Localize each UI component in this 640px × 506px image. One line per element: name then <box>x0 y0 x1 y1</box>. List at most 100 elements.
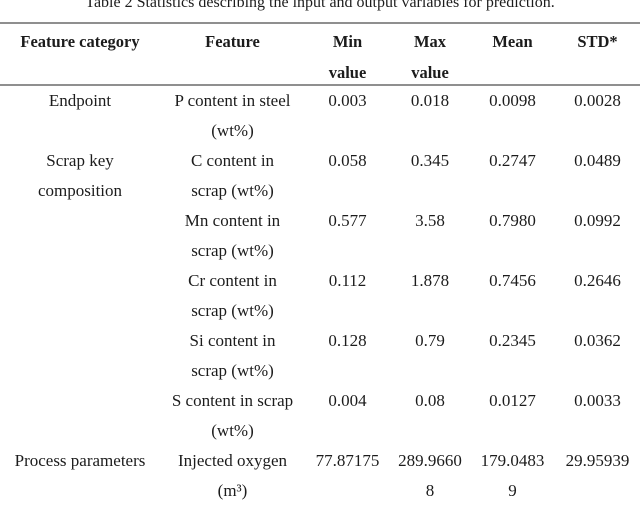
cell-line: 289.9660 <box>398 451 462 470</box>
cell-line: 77.87175 <box>315 451 380 470</box>
cell-line: 0.345 <box>410 151 450 170</box>
cell-line <box>555 296 640 326</box>
cell-min: 77.87175 <box>305 446 390 506</box>
cell-min: 0.128 <box>305 326 390 386</box>
header-line: value <box>328 63 367 82</box>
header-line: value <box>411 63 449 82</box>
cell-mean: 0.2747 <box>470 146 555 206</box>
cell-line <box>470 236 555 266</box>
header-line: STD* <box>577 32 618 51</box>
cell-line: (wt%) <box>211 421 254 440</box>
header-line: Feature category <box>20 32 140 51</box>
cell-line: Si content in <box>189 331 276 350</box>
statistics-table: Feature category Feature Min value Max v… <box>0 22 640 506</box>
cell-line: 0.018 <box>410 91 450 110</box>
cell-category: Scrap key composition <box>0 146 160 206</box>
cell-line: 0.0489 <box>574 151 621 170</box>
cell-std: 29.95939 <box>555 446 640 506</box>
cell-line: 0.0098 <box>489 91 536 110</box>
cell-line <box>0 296 160 326</box>
table-row: Mn content in scrap (wt%) 0.577 3.58 0.7… <box>0 206 640 266</box>
cell-line: 0.003 <box>328 91 367 110</box>
cell-line: 0.7456 <box>489 271 536 290</box>
cell-line <box>0 386 160 416</box>
cell-line: 179.0483 <box>480 451 545 470</box>
cell-feature: Cr content in scrap (wt%) <box>160 266 305 326</box>
cell-line <box>305 416 390 446</box>
cell-std: 0.2646 <box>555 266 640 326</box>
cell-line: S content in scrap <box>171 391 294 410</box>
cell-line: 0.2747 <box>489 151 536 170</box>
header-cell-feature: Feature <box>160 24 305 88</box>
cell-line <box>470 296 555 326</box>
table-caption: Table 2 Statistics describing the input … <box>85 0 555 11</box>
cell-line <box>0 476 160 506</box>
cell-line <box>305 116 390 146</box>
cell-line: Endpoint <box>48 91 112 110</box>
cell-min: 0.058 <box>305 146 390 206</box>
cell-line <box>470 116 555 146</box>
cell-line <box>390 356 470 386</box>
cell-line <box>470 176 555 206</box>
cell-line: 0.7980 <box>489 211 536 230</box>
cell-max: 0.345 <box>390 146 470 206</box>
cell-category <box>0 326 160 386</box>
cell-max: 3.58 <box>390 206 470 266</box>
cell-max: 0.08 <box>390 386 470 446</box>
header-line <box>160 57 305 88</box>
cell-line <box>555 116 640 146</box>
cell-max: 1.878 <box>390 266 470 326</box>
cell-category <box>0 206 160 266</box>
cell-max: 0.018 <box>390 86 470 146</box>
cell-category: Process parameters <box>0 446 160 506</box>
cell-line <box>0 236 160 266</box>
header-cell-min-value: Min value <box>305 24 390 88</box>
cell-line: 8 <box>425 481 435 500</box>
cell-line: composition <box>37 181 123 200</box>
cell-line <box>390 296 470 326</box>
cell-line <box>470 356 555 386</box>
cell-line: P content in steel <box>174 91 291 110</box>
cell-line <box>305 236 390 266</box>
cell-line: 0.058 <box>328 151 367 170</box>
header-cell-max-value: Max value <box>390 24 470 88</box>
cell-mean: 179.0483 9 <box>470 446 555 506</box>
cell-line: Process parameters <box>14 451 146 470</box>
cell-line: C content in <box>190 151 275 170</box>
cell-mean: 0.0098 <box>470 86 555 146</box>
cell-line: 0.0362 <box>574 331 621 350</box>
cell-line: 0.577 <box>328 211 367 230</box>
cell-line: scrap (wt%) <box>191 181 274 200</box>
cell-std: 0.0362 <box>555 326 640 386</box>
cell-line <box>0 266 160 296</box>
cell-line <box>470 416 555 446</box>
cell-line <box>555 416 640 446</box>
cell-line: 0.0033 <box>574 391 621 410</box>
cell-line: 29.95939 <box>565 451 630 470</box>
cell-line <box>0 116 160 146</box>
cell-mean: 0.0127 <box>470 386 555 446</box>
table-row: S content in scrap (wt%) 0.004 0.08 0.01… <box>0 386 640 446</box>
header-line: Min <box>332 32 363 51</box>
header-cell-feature-category: Feature category <box>0 24 160 88</box>
cell-mean: 0.7980 <box>470 206 555 266</box>
cell-line <box>0 356 160 386</box>
header-line: Max <box>413 32 447 51</box>
cell-line: 3.58 <box>415 211 445 230</box>
cell-max: 0.79 <box>390 326 470 386</box>
table-row: Si content in scrap (wt%) 0.128 0.79 0.2… <box>0 326 640 386</box>
cell-line: 1.878 <box>410 271 450 290</box>
cell-line <box>305 296 390 326</box>
cell-min: 0.112 <box>305 266 390 326</box>
cell-line: 0.0028 <box>574 91 621 110</box>
cell-category <box>0 386 160 446</box>
cell-line <box>555 236 640 266</box>
cell-line <box>0 416 160 446</box>
table-row: Endpoint P content in steel (wt%) 0.003 … <box>0 86 640 146</box>
cell-min: 0.577 <box>305 206 390 266</box>
table-row: Scrap key composition C content in scrap… <box>0 146 640 206</box>
cell-min: 0.003 <box>305 86 390 146</box>
cell-feature: C content in scrap (wt%) <box>160 146 305 206</box>
cell-line: 0.128 <box>328 331 367 350</box>
cell-line <box>555 356 640 386</box>
